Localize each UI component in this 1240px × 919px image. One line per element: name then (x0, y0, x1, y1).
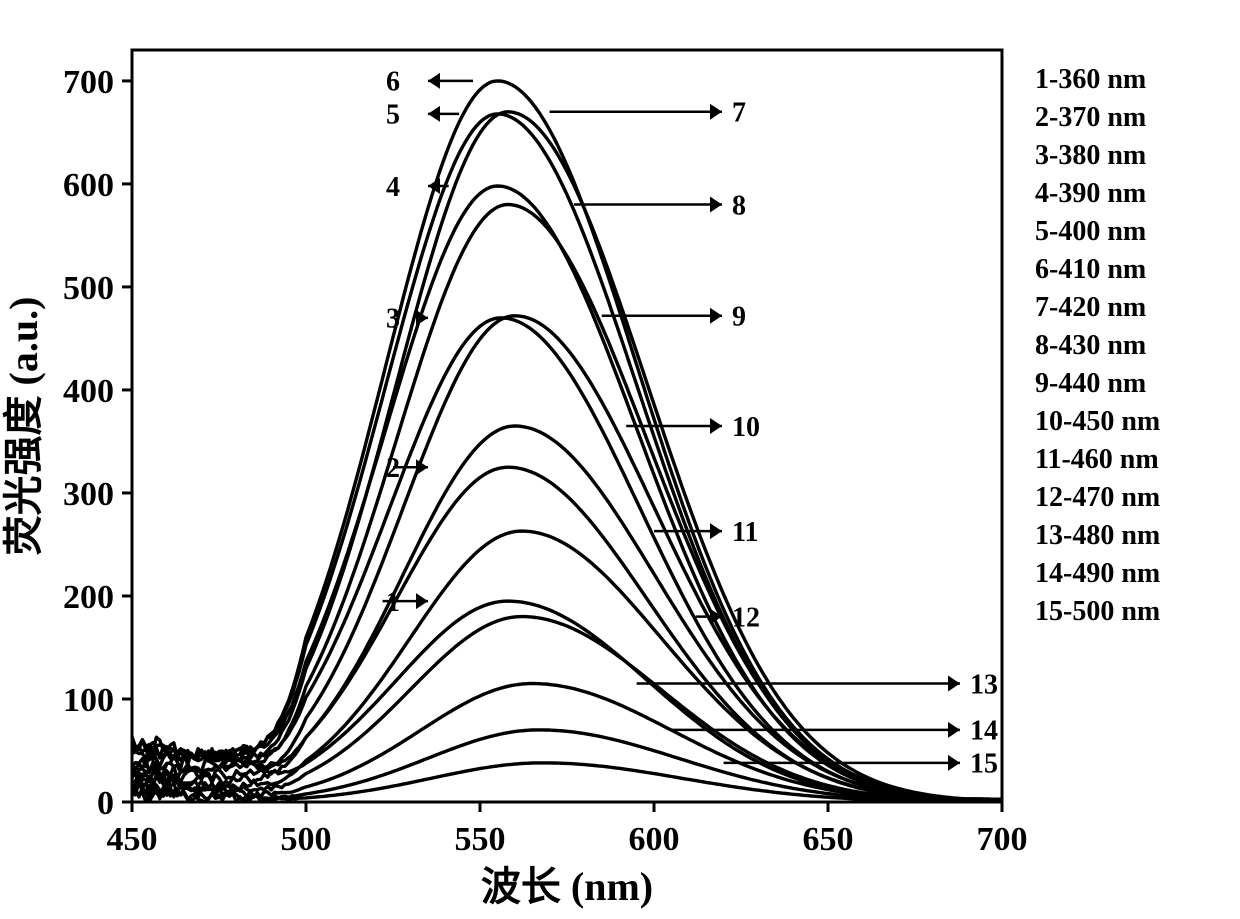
svg-text:500: 500 (63, 270, 114, 307)
svg-text:8: 8 (732, 190, 746, 221)
svg-text:9-440 nm: 9-440 nm (1035, 368, 1146, 399)
svg-text:550: 550 (455, 821, 506, 858)
svg-text:300: 300 (63, 476, 114, 513)
svg-text:650: 650 (803, 821, 854, 858)
svg-text:11-460 nm: 11-460 nm (1035, 444, 1159, 475)
fluorescence-chart: 450 500 550 600 650 700 0 100 200 300 400 500 600 700… (0, 0, 1240, 919)
svg-text:10: 10 (732, 412, 760, 443)
svg-text:3-380 nm: 3-380 nm (1035, 140, 1146, 171)
svg-text:9: 9 (732, 302, 746, 333)
svg-text:荧光强度 (a.u.): 荧光强度 (a.u.) (1, 297, 46, 556)
svg-text:200: 200 (63, 579, 114, 616)
svg-text:10-450 nm: 10-450 nm (1035, 406, 1160, 437)
svg-text:450: 450 (107, 821, 158, 858)
svg-text:6: 6 (386, 67, 400, 98)
svg-text:5-400 nm: 5-400 nm (1035, 216, 1146, 247)
svg-text:600: 600 (629, 821, 680, 858)
svg-text:14-490 nm: 14-490 nm (1035, 558, 1160, 589)
svg-text:4: 4 (386, 172, 400, 203)
svg-text:500: 500 (281, 821, 332, 858)
svg-text:13: 13 (970, 669, 998, 700)
svg-text:15-500 nm: 15-500 nm (1035, 596, 1160, 627)
svg-text:7-420 nm: 7-420 nm (1035, 292, 1146, 323)
svg-text:12-470 nm: 12-470 nm (1035, 482, 1160, 513)
svg-text:12: 12 (732, 602, 760, 633)
svg-text:100: 100 (63, 682, 114, 719)
svg-text:400: 400 (63, 373, 114, 410)
svg-text:0: 0 (97, 785, 114, 822)
svg-text:2: 2 (386, 453, 400, 484)
svg-text:2-370 nm: 2-370 nm (1035, 102, 1146, 133)
svg-text:4-390 nm: 4-390 nm (1035, 178, 1146, 209)
svg-text:8-430 nm: 8-430 nm (1035, 330, 1146, 361)
svg-text:7: 7 (732, 98, 746, 129)
svg-text:6-410 nm: 6-410 nm (1035, 254, 1146, 285)
svg-text:13-480 nm: 13-480 nm (1035, 520, 1160, 551)
svg-text:700: 700 (977, 821, 1028, 858)
svg-text:11: 11 (732, 517, 758, 548)
svg-text:15: 15 (970, 749, 998, 780)
svg-text:5: 5 (386, 100, 400, 131)
svg-text:波长 (nm): 波长 (nm) (481, 864, 653, 909)
chart-svg: 450 500 550 600 650 700 0 100 200 300 400 500 600 700… (0, 0, 1240, 919)
svg-text:700: 700 (63, 64, 114, 101)
svg-text:600: 600 (63, 167, 114, 204)
svg-text:14: 14 (970, 716, 998, 747)
svg-text:1-360 nm: 1-360 nm (1035, 64, 1146, 95)
svg-text:1: 1 (386, 587, 400, 618)
svg-text:3: 3 (386, 304, 400, 335)
